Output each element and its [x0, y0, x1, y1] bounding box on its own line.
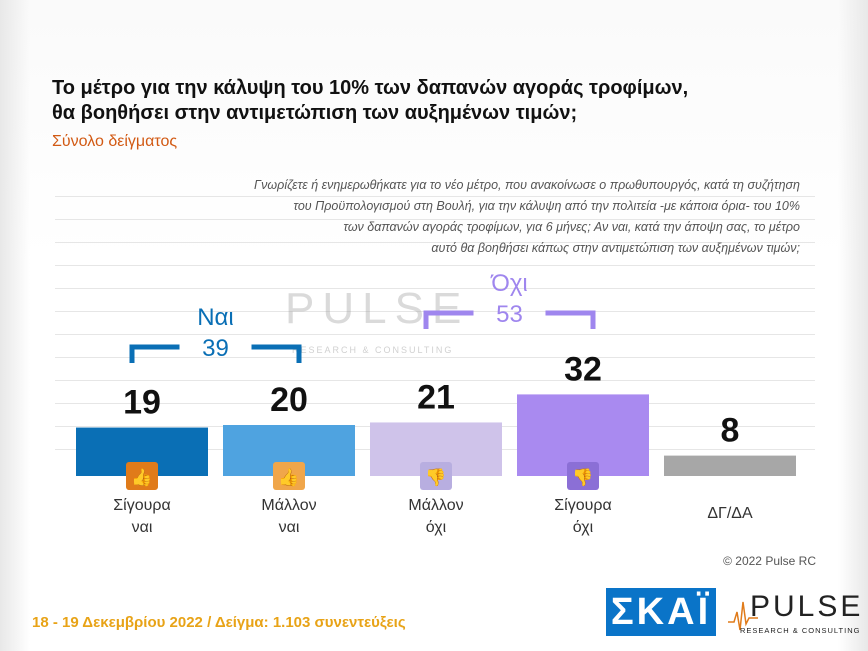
gridline [55, 288, 815, 289]
survey-question-line-1: Γνωρίζετε ή ενημερωθήκατε για το νέο μέτ… [254, 178, 800, 192]
group-bracket-left [129, 344, 180, 363]
data-label: 20 [270, 381, 308, 419]
thumbs-down-double-icon [567, 462, 599, 490]
chart-title-line-1: Το μέτρο για την κάλυψη του 10% των δαπα… [52, 77, 689, 99]
copyright: © 2022 Pulse RC [723, 554, 816, 568]
gridline [55, 219, 815, 220]
group-bracket-right [251, 344, 302, 363]
pulse-wave-icon [728, 601, 758, 631]
data-label: 19 [123, 384, 161, 422]
category-label: όχι [426, 519, 447, 536]
gridline [55, 357, 815, 358]
group-label: Όχι [490, 270, 528, 297]
gridline [55, 380, 815, 381]
left-edge-shadow [0, 0, 30, 651]
thumbs-down-icon [420, 462, 452, 490]
category-label: Σίγουρα [554, 497, 611, 514]
gridline [55, 265, 815, 266]
group-total: 53 [496, 301, 523, 328]
survey-question-line-3: των δαπανών αγοράς τροφίμων, για 6 μήνες… [343, 220, 800, 234]
pulse-logo: PULSE RESEARCH & CONSULTING [728, 590, 861, 638]
group-label: Ναι [197, 304, 234, 331]
thumbs-down-icon-glyph: 👎 [425, 468, 446, 488]
category-label: ναι [132, 519, 153, 536]
survey-question-line-2: του Προϋπολογισμού στη Βουλή, για την κά… [293, 199, 800, 213]
gridline [55, 242, 815, 243]
skai-logo-text: ΣΚΑΪ [610, 591, 712, 633]
group-bracket-right [545, 310, 596, 329]
gridline [55, 334, 815, 335]
thumbs-down-double-icon-glyph: 👎 [572, 468, 593, 488]
survey-date-sample: 18 - 19 Δεκεμβρίου 2022 / Δείγμα: 1.103 … [32, 614, 406, 631]
thumbs-up-icon-glyph: 👍 [278, 467, 299, 488]
pulse-watermark-sub: RESEARCH & CONSULTING [292, 345, 454, 355]
chart-title-line-2: θα βοηθήσει στην αντιμετώπιση των αυξημέ… [52, 102, 578, 124]
right-edge-shadow [838, 0, 868, 651]
category-label: Μάλλον [408, 497, 463, 514]
data-label: 32 [564, 350, 602, 388]
category-label: ναι [279, 519, 300, 536]
survey-question: Γνωρίζετε ή ενημερωθήκατε για το νέο μέτ… [200, 175, 800, 259]
group-bracket-left [423, 310, 474, 329]
data-label: 21 [417, 378, 455, 416]
data-label: 8 [721, 412, 740, 450]
thumbs-up-double-icon [126, 462, 158, 490]
pulse-watermark: PULSE [285, 284, 470, 333]
category-label: ΔΓ/ΔΑ [707, 505, 753, 522]
skai-logo: ΣΚΑΪ [606, 588, 716, 636]
thumbs-up-icon [273, 462, 305, 490]
category-label: Μάλλον [261, 497, 316, 514]
gridline [55, 403, 815, 404]
chart-subtitle: Σύνολο δείγματος [52, 133, 178, 150]
pulse-logo-tag: RESEARCH & CONSULTING [740, 626, 861, 635]
gridline [55, 196, 815, 197]
thumbs-up-double-icon-glyph: 👍 [131, 467, 152, 488]
category-label: Σίγουρα [113, 497, 170, 514]
group-total: 39 [202, 335, 229, 362]
chart-title: Το μέτρο για την κάλυψη του 10% των δαπα… [52, 76, 772, 126]
bar [664, 455, 796, 476]
pulse-logo-name: PULSE [750, 590, 864, 623]
category-label: όχι [573, 519, 594, 536]
survey-question-line-4: αυτό θα βοηθήσει κάπως στην αντιμετώπιση… [431, 241, 800, 255]
